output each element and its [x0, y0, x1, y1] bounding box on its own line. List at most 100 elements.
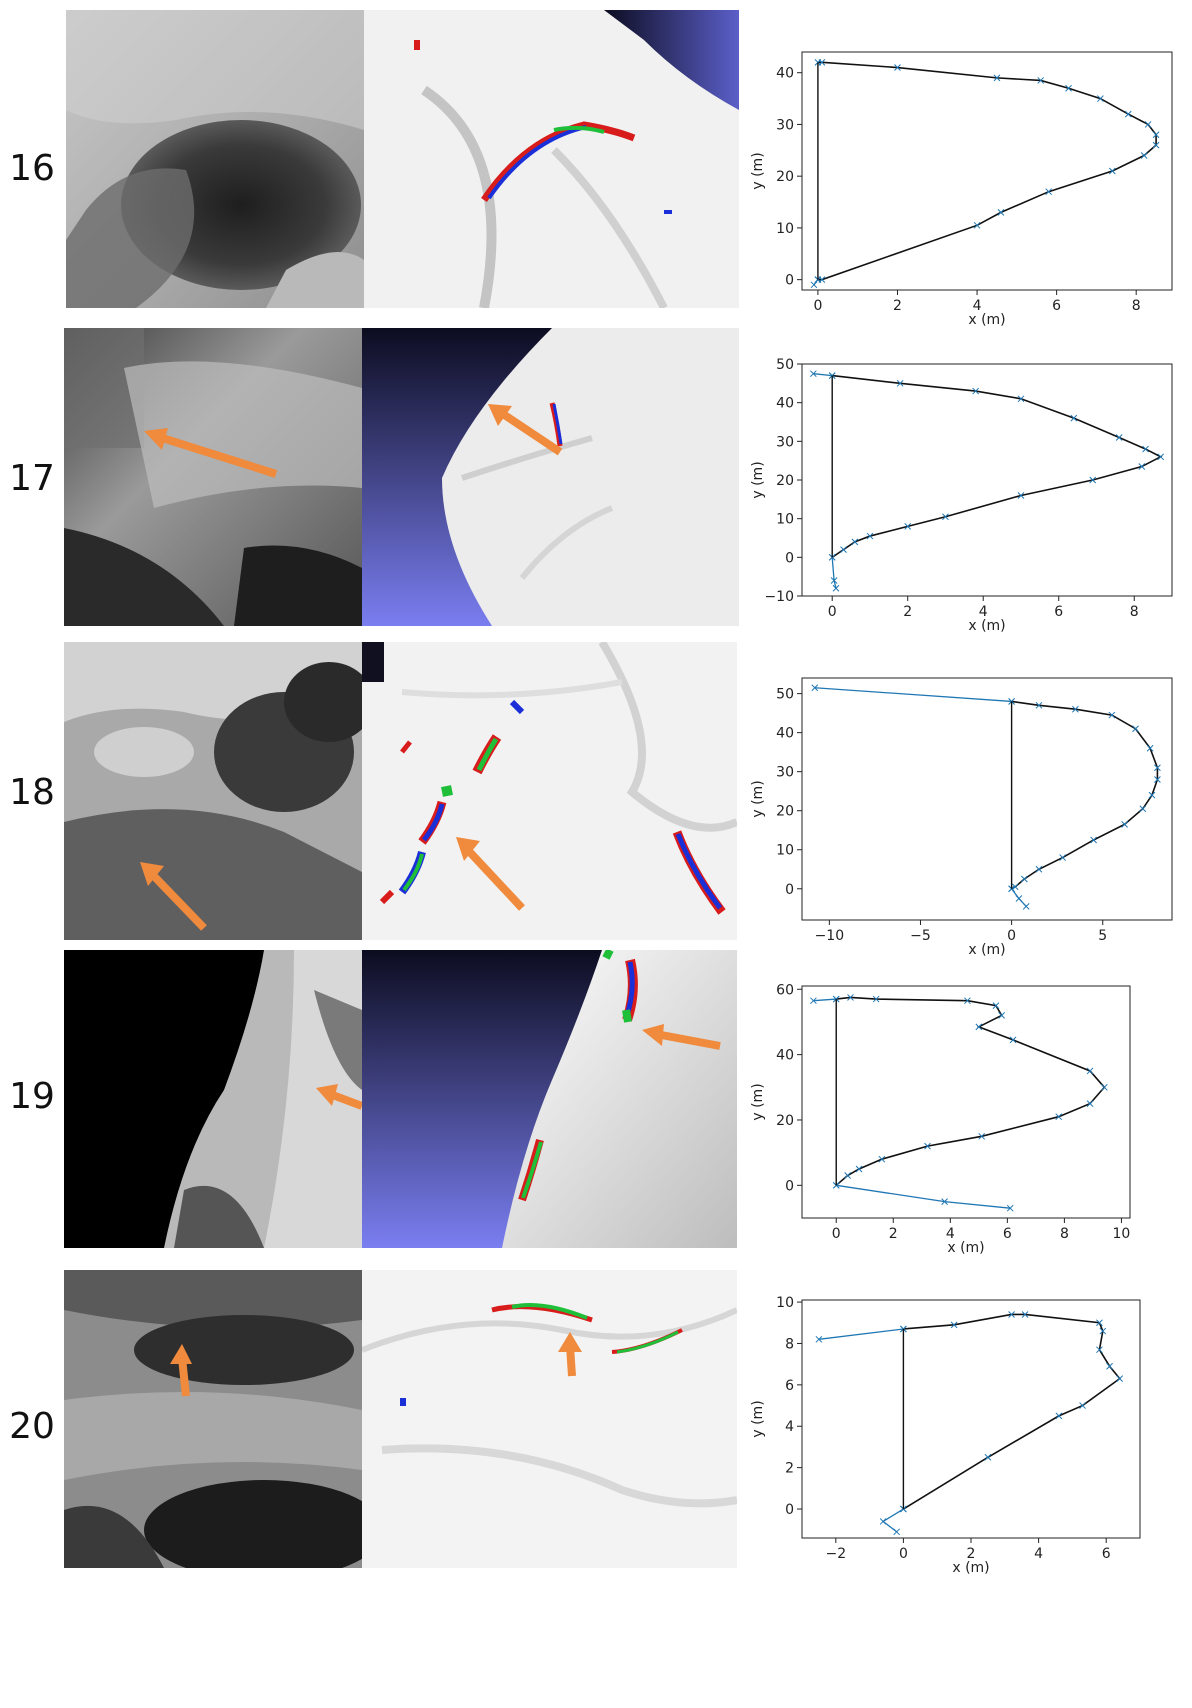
profile-plot-18: −10 −5 0 5 0 10 20 30 40 50 x (m) y (m): [740, 642, 1188, 962]
x-tick-label: 8: [1132, 298, 1141, 314]
data-point-marker: [1140, 152, 1148, 159]
data-point-marker: [1079, 1402, 1086, 1409]
data-point-marker: [1142, 445, 1149, 453]
y-tick-label: 10: [776, 843, 794, 859]
x-tick-label: 2: [967, 1546, 976, 1562]
x-tick-label: 2: [903, 604, 912, 620]
x-tick-label: 10: [1113, 1226, 1131, 1242]
x-tick-label: 4: [1034, 1546, 1043, 1562]
annotation-arrow: [497, 408, 563, 456]
data-point-marker: [847, 994, 854, 1001]
data-point-marker: [1106, 1362, 1113, 1370]
data-point-marker: [1144, 121, 1152, 128]
profile-plot-19: 0 2 4 6 8 10 0 20 40 60 x (m) y (m): [740, 958, 1188, 1278]
y-tick-label: 30: [776, 117, 794, 133]
y-tick-label: 40: [776, 66, 794, 82]
x-tick-label: 2: [889, 1226, 898, 1242]
data-point-marker: [941, 1198, 948, 1206]
arrow-head-icon: [316, 1084, 338, 1106]
data-point-marker: [1124, 110, 1132, 118]
x-tick-label: 4: [973, 298, 982, 314]
y-tick-label: 0: [785, 1502, 794, 1518]
highlight-patches: [379, 699, 726, 915]
arrow-head-icon: [144, 428, 168, 450]
shape-model-render: [364, 10, 739, 308]
data-point-marker: [1021, 875, 1028, 883]
row-label: 20: [9, 1406, 55, 1447]
y-tick-label: 10: [776, 512, 794, 528]
data-point-marker: [1022, 902, 1030, 910]
x-tick-label: 6: [1054, 604, 1063, 620]
y-tick-label: 8: [785, 1336, 794, 1352]
data-point-marker: [924, 1142, 931, 1150]
y-tick-label: −10: [764, 589, 794, 605]
y-axis-label: y (m): [750, 780, 766, 817]
data-point-marker: [998, 1012, 1006, 1019]
y-tick-label: 20: [776, 1113, 794, 1129]
data-point-marker: [1132, 725, 1139, 733]
x-tick-label: −10: [815, 928, 845, 944]
x-tick-label: 2: [893, 298, 902, 314]
data-point-marker: [1116, 1375, 1124, 1382]
shape-model-render: [362, 328, 739, 626]
data-point-marker: [1121, 821, 1128, 828]
series-line-profile: [817, 61, 1157, 281]
figure-row-17: 17: [0, 328, 1192, 658]
plot-frame: [801, 51, 1173, 291]
data-point-marker: [1086, 1100, 1094, 1107]
y-tick-label: 50: [776, 687, 794, 703]
data-point-marker: [993, 74, 1001, 82]
data-point-marker: [1089, 476, 1097, 484]
profile-plot-svg: 0 2 4 6 8 0 10 20 30 40 x (m) y (m): [750, 51, 1173, 328]
x-tick-label: 5: [1098, 928, 1107, 944]
highlight-patches: [518, 950, 638, 1202]
data-point-marker: [818, 58, 826, 66]
profile-plot-svg: 0 2 4 6 8 10 0 20 40 60 x (m) y (m): [750, 982, 1131, 1256]
x-tick-label: 6: [1102, 1546, 1111, 1562]
y-tick-label: 40: [776, 396, 794, 412]
arrow-head-icon: [642, 1024, 664, 1046]
y-axis-label: y (m): [750, 461, 766, 498]
camera-image: [66, 10, 364, 308]
shape-model-render: [362, 642, 737, 940]
annotation-arrow: [178, 1357, 190, 1397]
x-axis-label: x (m): [968, 312, 1005, 328]
shape-model-render: [362, 950, 737, 1248]
figure-row-16: 16: [0, 8, 1192, 338]
data-point-marker: [1011, 883, 1019, 891]
annotation-arrow: [147, 869, 207, 931]
profile-plot-svg: −2 0 2 4 6 0 2 4 6 8 10 x (m) y (m): [750, 1295, 1141, 1576]
figure-row-19: 19: [0, 950, 1192, 1280]
y-tick-label: 40: [776, 1048, 794, 1064]
x-tick-label: 8: [1060, 1226, 1069, 1242]
series-line-extension-low: [836, 1184, 1011, 1209]
data-point-marker: [1138, 463, 1146, 470]
series-line-profile: [1011, 700, 1159, 890]
data-point-marker: [978, 1132, 986, 1140]
data-point-marker: [904, 523, 912, 530]
data-point-marker: [810, 997, 817, 1005]
data-point-marker: [1154, 764, 1161, 772]
camera-image: [64, 950, 362, 1248]
plot-frame: [801, 985, 1131, 1219]
data-point-marker: [1096, 1319, 1103, 1327]
data-point-marker: [1035, 701, 1043, 709]
y-tick-label: 0: [785, 882, 794, 898]
data-point-marker: [1017, 492, 1025, 499]
annotation-arrow: [463, 845, 525, 911]
row-label: 17: [9, 458, 55, 499]
data-point-marker: [830, 577, 838, 584]
series-line-profile: [831, 374, 1163, 558]
data-point-marker: [815, 1335, 823, 1343]
y-tick-label: 0: [785, 1178, 794, 1194]
data-point-marker: [900, 1325, 907, 1333]
data-point-marker: [997, 209, 1005, 216]
data-point-marker: [1035, 865, 1043, 873]
data-point-marker: [972, 387, 980, 395]
shape-model-render: [362, 1270, 737, 1568]
data-point-marker: [832, 584, 840, 592]
y-tick-label: 2: [785, 1461, 794, 1477]
arrow-head-icon: [140, 862, 164, 886]
data-point-marker: [1009, 1036, 1017, 1044]
